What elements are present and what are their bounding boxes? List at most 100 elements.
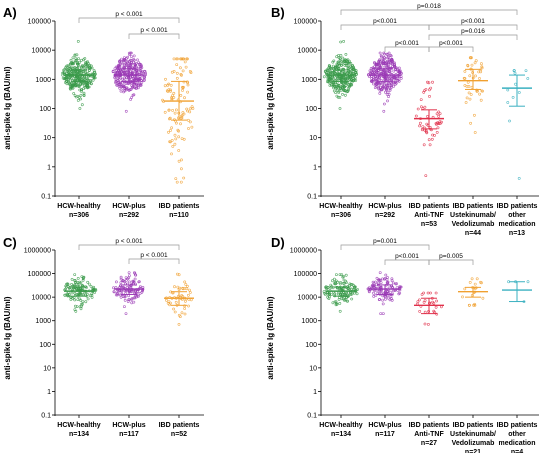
data-point <box>330 78 334 82</box>
y-axis-label: anti-spike Ig (BAU/ml) <box>266 296 275 379</box>
data-point <box>419 98 423 102</box>
data-point <box>123 59 127 62</box>
data-point <box>141 289 144 293</box>
panel-label: D) <box>271 235 285 250</box>
x-tick-label: IBD patients <box>159 422 200 429</box>
x-tick-label: n=292 <box>119 212 139 219</box>
data-point <box>468 280 472 284</box>
data-point <box>392 81 396 85</box>
data-point <box>172 307 176 311</box>
data-point <box>118 84 122 88</box>
y-tick-label: 1 <box>47 389 51 396</box>
data-point <box>130 55 133 59</box>
data-point <box>397 66 401 70</box>
data-point <box>478 92 482 96</box>
y-tick-label: 100000 <box>28 19 51 26</box>
data-point <box>80 103 84 107</box>
data-point <box>337 54 341 57</box>
y-tick-label: 1 <box>47 164 51 171</box>
data-point <box>70 277 74 281</box>
data-point <box>508 119 511 123</box>
data-point <box>80 64 84 68</box>
data-point <box>73 54 77 57</box>
data-point <box>421 125 425 129</box>
y-tick-label: 0.1 <box>307 413 317 420</box>
data-point <box>189 71 193 75</box>
data-point <box>133 271 136 275</box>
data-point <box>381 302 385 306</box>
axes: 100000 10000 1000 100 10 1 0.1 HCW-healthy n=306… <box>28 11 204 219</box>
data-point <box>138 285 142 289</box>
data-point <box>418 121 422 125</box>
data-point <box>185 80 189 84</box>
data-point <box>349 71 353 75</box>
data-point <box>119 277 123 281</box>
data-point <box>373 61 376 64</box>
data-point <box>188 107 192 111</box>
data-point <box>379 281 383 285</box>
data-point <box>372 82 375 86</box>
data-point <box>418 124 422 128</box>
data-point <box>328 67 332 71</box>
data-point <box>376 62 380 66</box>
x-tick-label: HCW-healthy <box>57 203 101 210</box>
data-point <box>172 91 176 95</box>
data-point <box>173 310 177 314</box>
data-point <box>463 287 467 291</box>
data-point <box>370 80 374 83</box>
significance-bracket <box>428 34 518 40</box>
data-point <box>74 59 78 63</box>
data-point <box>122 279 126 283</box>
data-point <box>375 82 379 85</box>
data-point <box>479 62 483 66</box>
data-point <box>187 127 190 130</box>
data-point <box>387 95 390 99</box>
data-point <box>424 130 428 134</box>
data-point <box>76 82 80 86</box>
data-point <box>517 176 521 180</box>
data-point <box>94 288 98 292</box>
y-tick-label: 0.1 <box>41 194 51 201</box>
data-point <box>188 110 192 114</box>
x-tick-label: n=134 <box>69 431 89 438</box>
data-point <box>323 70 327 74</box>
data-point <box>383 276 387 280</box>
data-point <box>79 97 83 101</box>
panel-b: B) anti-spike Ig (BAU/ml) 10000010000100… <box>266 3 539 237</box>
data-point <box>169 88 172 92</box>
data-point <box>81 300 85 304</box>
data-point <box>372 70 376 74</box>
y-axis-label: anti-spike Ig (BAU/ml) <box>266 66 275 149</box>
data-point <box>372 78 376 82</box>
data-point <box>347 59 351 63</box>
data-point <box>186 90 190 94</box>
data-point <box>183 60 187 64</box>
data-point <box>386 56 390 60</box>
significance-bracket <box>384 46 430 52</box>
data-point <box>136 86 140 90</box>
data-point <box>467 85 471 88</box>
data-point <box>327 64 331 67</box>
data-point <box>335 55 339 59</box>
data-point <box>191 107 195 110</box>
data-point <box>78 60 82 64</box>
y-tick-label: 1000 <box>301 77 317 84</box>
data-point <box>77 85 81 89</box>
data-point <box>323 291 327 295</box>
data-point <box>75 287 79 291</box>
data-point <box>422 143 426 147</box>
data-point <box>181 286 185 290</box>
data-point <box>116 76 120 80</box>
data-point <box>322 75 326 79</box>
data-point <box>377 64 381 68</box>
y-tick-label: 10 <box>43 135 51 142</box>
data-point <box>88 66 92 69</box>
data-point <box>436 126 440 130</box>
data-point <box>113 67 117 71</box>
data-point <box>78 107 82 110</box>
data-point <box>419 105 423 109</box>
data-point <box>81 278 85 282</box>
data-point <box>435 299 439 303</box>
data-point <box>430 137 434 141</box>
x-tick-label: n=306 <box>69 212 89 219</box>
